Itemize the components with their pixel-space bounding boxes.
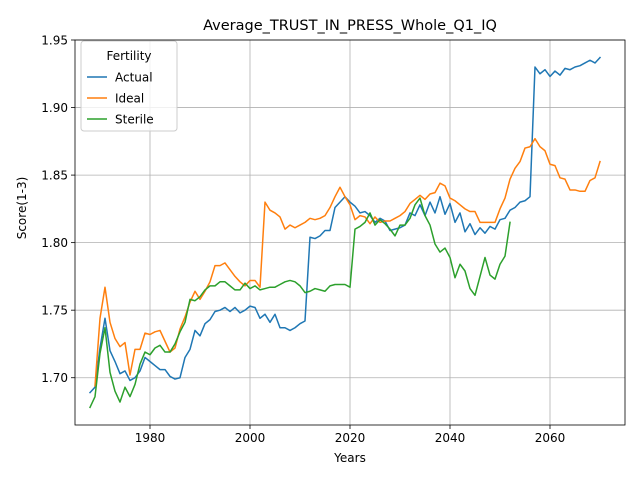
x-tick-label: 2040: [435, 431, 466, 445]
x-tick-label: 2000: [235, 431, 266, 445]
y-tick-label: 1.70: [41, 371, 68, 385]
chart-title: Average_TRUST_IN_PRESS_Whole_Q1_IQ: [203, 18, 497, 34]
x-tick-label: 2020: [335, 431, 366, 445]
legend-label-actual: Actual: [115, 71, 153, 85]
legend-box: [80, 40, 178, 132]
y-tick-label: 1.85: [41, 169, 68, 183]
legend: Fertility Actual Ideal Sterile: [80, 40, 178, 132]
legend-title: Fertility: [106, 49, 151, 63]
y-tick-label: 1.75: [41, 304, 68, 318]
x-tick-label: 1980: [135, 431, 166, 445]
x-axis: 1980 2000 2020 2040 2060: [135, 425, 566, 445]
y-tick-label: 1.80: [41, 236, 68, 250]
series-line-sterile: [89, 197, 511, 409]
x-tick-label: 2060: [535, 431, 566, 445]
legend-label-sterile: Sterile: [115, 113, 154, 127]
y-tick-label: 1.95: [41, 34, 68, 48]
y-tick-label: 1.90: [41, 101, 68, 115]
x-axis-label: Years: [333, 451, 366, 465]
legend-label-ideal: Ideal: [115, 92, 144, 106]
series-lines: [88, 56, 602, 409]
y-axis: 1.70 1.75 1.80 1.85 1.90 1.95: [41, 34, 75, 385]
y-axis-label: Score(1-3): [15, 177, 29, 240]
